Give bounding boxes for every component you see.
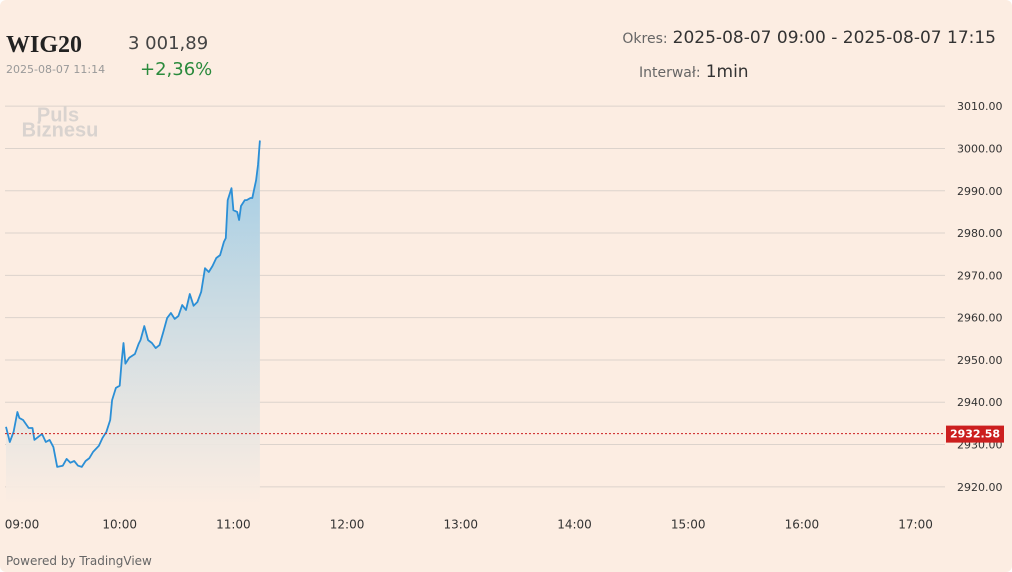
change: +2,36% [140,59,213,80]
area [6,140,260,505]
line [5,140,261,468]
y-tick-label: 2980.00 [957,227,1003,240]
y-tick-label: 2940.00 [957,396,1003,409]
x-tick-label: 16:00 [785,518,820,532]
y-tick-label: 3010.00 [957,100,1003,113]
y-tick-label: 2960.00 [957,312,1003,325]
interval: 1min [705,62,749,82]
x-tick-label: 10:00 [102,518,137,532]
reference-label-bg [946,425,1004,443]
x-tick-label: 12:00 [330,518,365,532]
watermark: Biznesu [22,119,99,141]
x-tick-label: 13:00 [443,518,478,532]
x-tick-label: 11:00 [216,518,251,532]
y-tick-label: 2950.00 [957,354,1003,367]
y-tick-label: 2920.00 [957,481,1003,494]
symbol: WIG20 [6,32,83,58]
reference-label: 2932.58 [950,428,1000,441]
timestamp: 2025-08-07 11:14 [6,63,106,76]
watermark: Puls [37,104,79,126]
y-tick-label: 2970.00 [957,269,1003,282]
x-tick-label: 09:00 [5,518,40,532]
period-label: Okres: [622,31,668,47]
x-tick-label: 17:00 [898,518,933,532]
y-tick-label: 3000.00 [957,142,1003,155]
x-tick-label: 14:00 [557,518,592,532]
y-tick-label: 2990.00 [957,185,1003,198]
price: 3 001,89 [128,33,209,54]
interval-label: Interwał: [639,65,701,81]
footer[interactable]: Powered by TradingView [6,554,152,568]
x-tick-label: 15:00 [671,518,706,532]
period: 2025-08-07 09:00 - 2025-08-07 17:15 [672,28,996,48]
